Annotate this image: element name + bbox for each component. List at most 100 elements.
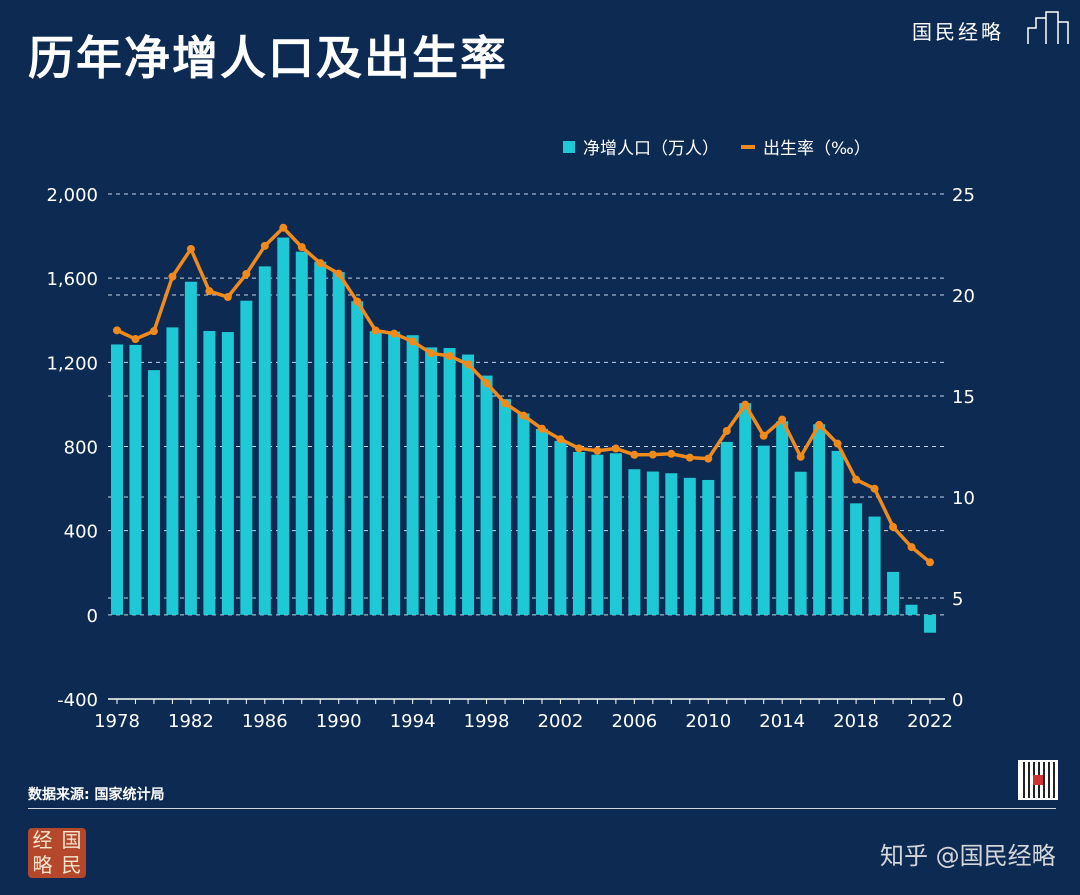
left-axis-tick: 800: [64, 438, 98, 459]
seal-logo: 经 国 略 民: [28, 828, 86, 878]
seal-char: 略: [32, 853, 53, 877]
bar: [776, 421, 789, 615]
x-axis-tick: 1982: [168, 711, 214, 732]
brand-logo: 国民经略: [912, 20, 1004, 44]
birth-rate-point: [223, 293, 232, 302]
birth-rate-point: [870, 484, 879, 493]
bar: [406, 335, 419, 615]
bar: [591, 454, 604, 615]
birth-rate-point: [667, 449, 676, 458]
birth-rate-point: [260, 241, 269, 250]
birth-rate-point: [297, 243, 306, 252]
x-axis-tick: 1986: [242, 711, 288, 732]
right-axis-tick: 15: [952, 387, 975, 408]
x-axis-tick: 2006: [611, 711, 657, 732]
birth-rate-point: [741, 400, 750, 409]
bar: [351, 301, 364, 615]
birth-rate-point: [408, 337, 417, 346]
birth-rate-point: [611, 444, 620, 453]
x-axis-tick: 1998: [464, 711, 510, 732]
birth-rate-point: [926, 558, 934, 567]
left-axis-tick: 1,600: [46, 269, 98, 290]
page-title: 历年净增人口及出生率: [28, 31, 508, 85]
legend-swatch-line: [741, 144, 755, 149]
x-axis-tick: 2010: [685, 711, 731, 732]
birth-rate-point: [537, 424, 546, 433]
birth-rate-point: [778, 415, 787, 424]
bar: [517, 413, 530, 615]
bar: [166, 327, 179, 615]
right-axis-tick: 5: [952, 589, 963, 610]
right-axis-tick: 20: [952, 286, 975, 307]
birth-rate-point: [630, 450, 639, 459]
divider: [28, 808, 1056, 809]
bar: [850, 503, 863, 615]
legend: 净增人口（万人） 出生率（‰）: [563, 134, 871, 159]
building-logo-icon: [1027, 11, 1069, 44]
seal-char: 民: [61, 853, 82, 877]
bar: [609, 453, 622, 615]
birth-rate-point: [371, 326, 380, 335]
x-axis-tick: 1990: [316, 711, 362, 732]
bar: [184, 281, 197, 615]
left-axis-tick: 1,200: [46, 353, 98, 374]
bar: [887, 571, 900, 615]
birth-rate-point: [685, 453, 694, 462]
right-axis-tick: 0: [952, 690, 963, 711]
x-axis-tick: 1994: [390, 711, 436, 732]
birth-rate-point: [464, 360, 473, 369]
birth-rate-point: [334, 269, 343, 278]
birth-rate-point: [168, 272, 177, 281]
bar: [628, 469, 641, 615]
x-axis-tick: 2014: [759, 711, 805, 732]
birth-rate-point: [722, 426, 731, 435]
birth-rate-point: [519, 411, 528, 420]
birth-rate-point: [648, 450, 657, 459]
qr-code: [1018, 760, 1058, 800]
bar: [739, 403, 752, 615]
birth-rate-point: [889, 522, 898, 531]
legend-label: 净增人口（万人）: [583, 139, 719, 159]
birth-rate-point: [556, 435, 565, 444]
bar: [868, 516, 881, 615]
birth-rate-point: [445, 352, 454, 361]
source-note: 数据来源: 国家统计局: [28, 787, 165, 803]
bar: [240, 300, 253, 615]
bar: [665, 473, 678, 615]
legend-item-net-increase: 净增人口（万人）: [563, 134, 719, 159]
birth-rate-point: [482, 379, 491, 388]
bar: [683, 477, 696, 615]
legend-label: 出生率（‰）: [763, 139, 871, 159]
left-axis-tick: 400: [64, 522, 98, 543]
bar: [369, 331, 382, 615]
bar: [757, 445, 770, 615]
right-axis-tick: 25: [952, 185, 975, 206]
bar: [295, 251, 308, 615]
birth-rate-point: [279, 223, 288, 232]
birth-rate-point: [353, 297, 362, 306]
birth-rate-point: [759, 431, 768, 440]
left-axis-tick: 2,000: [46, 185, 98, 206]
bar: [831, 450, 844, 615]
birth-rate-point: [704, 454, 713, 463]
bar: [221, 332, 234, 615]
birth-rate-point: [390, 329, 399, 338]
bar: [554, 441, 567, 615]
bar: [720, 441, 733, 615]
birth-rate-point: [852, 475, 861, 484]
bar: [535, 428, 548, 615]
x-axis-tick: 1978: [94, 711, 140, 732]
birth-rate-point: [574, 444, 583, 453]
birth-rate-point: [205, 287, 214, 296]
x-axis-tick: 2002: [538, 711, 584, 732]
birth-rate-point: [316, 259, 325, 268]
birth-rate-point: [427, 349, 436, 358]
bar: [425, 347, 438, 615]
bar: [258, 266, 271, 615]
seal-char: 经: [32, 828, 53, 852]
left-axis-tick: -400: [57, 690, 98, 711]
legend-swatch-bar: [563, 140, 575, 153]
bar: [443, 348, 456, 615]
